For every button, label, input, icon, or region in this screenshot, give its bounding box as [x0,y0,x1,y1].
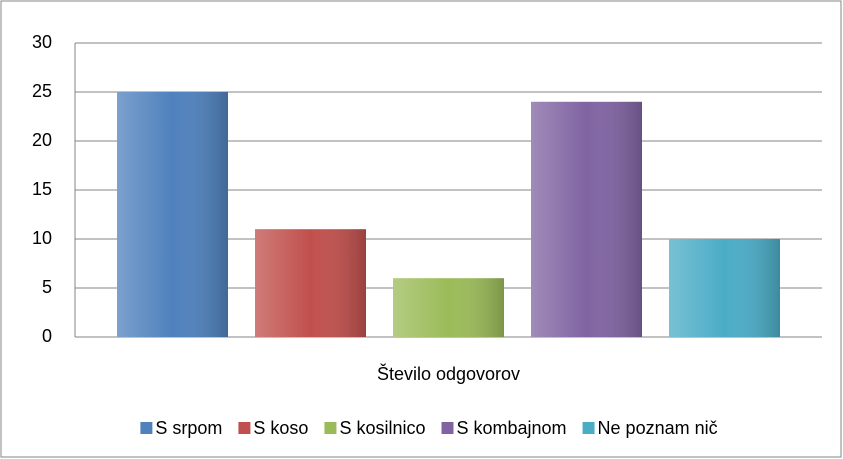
legend-swatch [238,422,251,434]
y-tick-label: 30 [32,32,52,52]
legend-label: S koso [253,418,308,438]
x-tick-label: Število odgovorov [377,363,520,384]
y-tick-label: 5 [42,277,52,297]
legend-swatch [441,422,454,434]
y-tick-label: 15 [32,179,52,199]
legend-label: Ne poznam nič [598,418,718,438]
y-tick-label: 0 [42,326,52,346]
bar-shade [393,278,504,337]
legend-label: S kosilnico [339,418,425,438]
legend-swatch [140,422,153,434]
y-tick-label: 25 [32,81,52,101]
legend-swatch [324,422,337,434]
legend-label: S kombajnom [456,418,566,438]
legend-label: S srpom [155,418,222,438]
bar-shade [669,239,780,337]
bar-shade [255,229,366,337]
y-tick-label: 10 [32,228,52,248]
bar-shade [117,92,228,337]
bar-shade [531,101,642,337]
legend-swatch [582,422,595,434]
y-tick-label: 20 [32,130,52,150]
